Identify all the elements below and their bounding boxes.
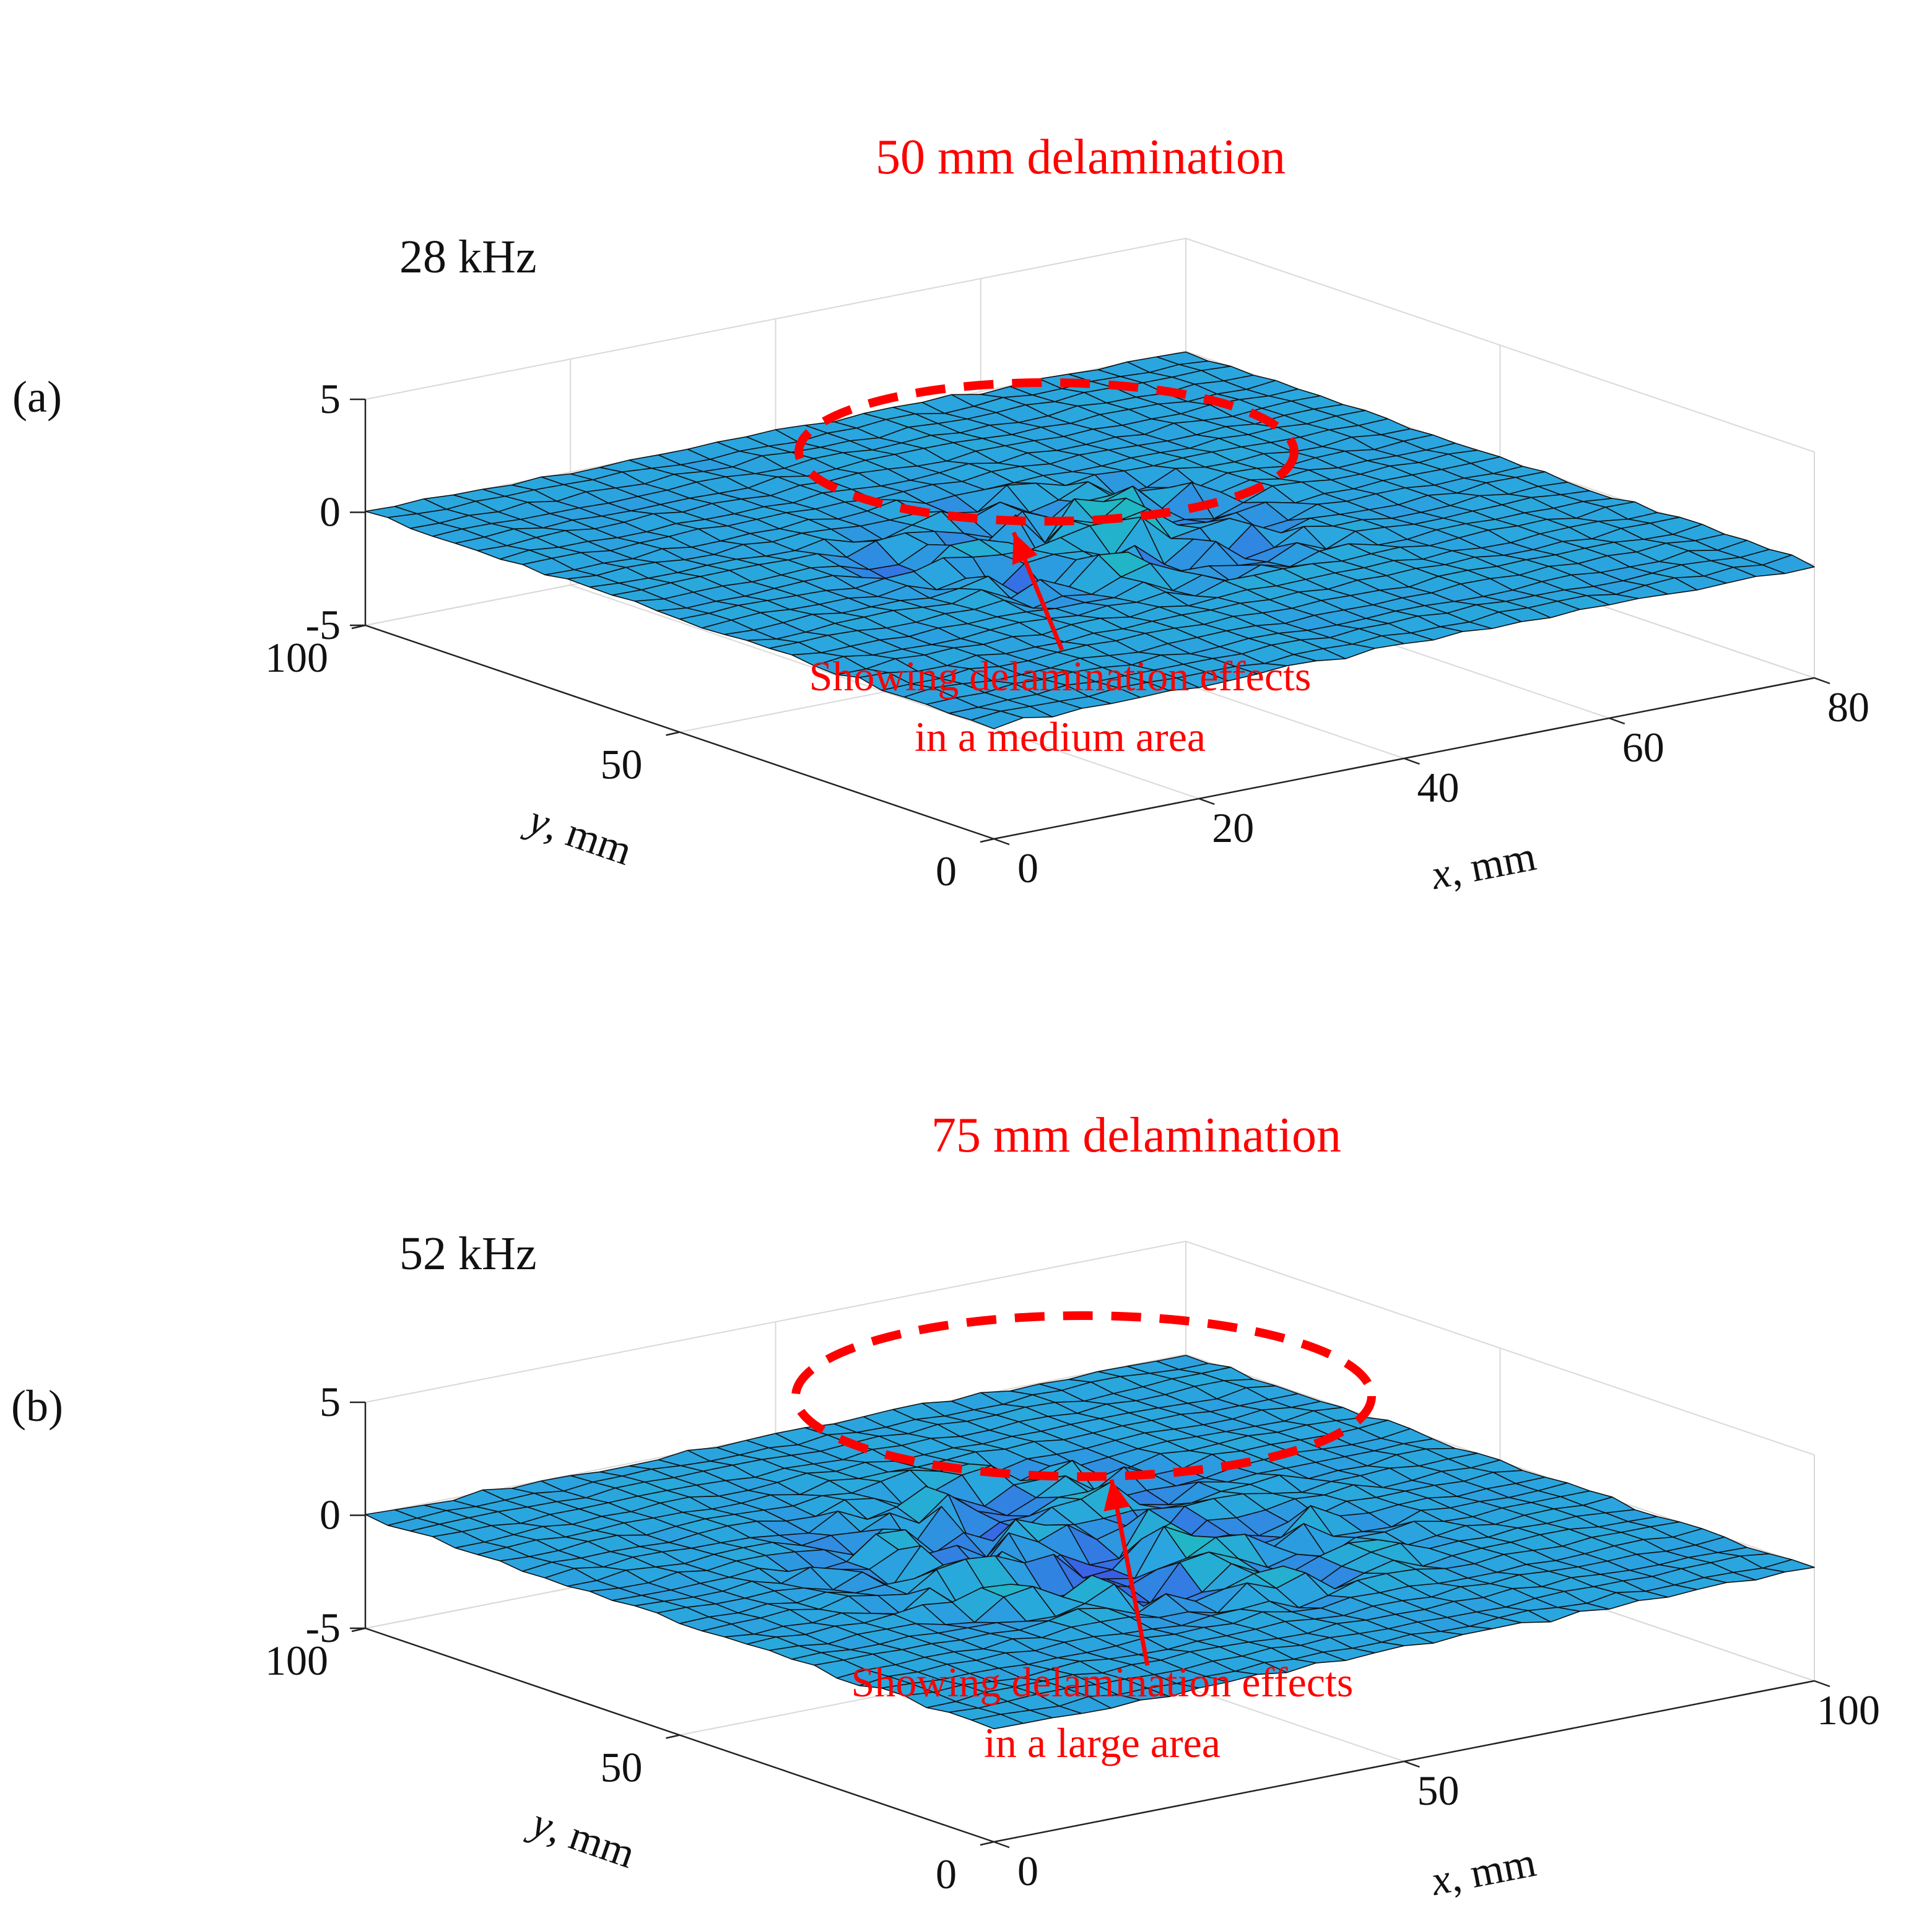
frequency-label: 28 kHz xyxy=(399,231,537,283)
y-axis-label: y, mm xyxy=(520,794,638,874)
x-tick xyxy=(1609,717,1625,725)
z-tick-label: 0 xyxy=(320,1491,341,1538)
annotation-arrow xyxy=(1109,1479,1150,1666)
y-axis-label: y, mm xyxy=(523,1797,641,1877)
surface-mesh xyxy=(365,351,1815,729)
x-tick xyxy=(1198,797,1215,805)
annotation-text-line: Showing delamination effects xyxy=(809,653,1312,700)
z-tick-label: 0 xyxy=(320,488,341,536)
delamination-region-ellipse xyxy=(791,1311,1376,1481)
x-tick-label: 40 xyxy=(1417,764,1460,811)
z-tick-label: 5 xyxy=(320,1378,341,1425)
annotation-text-line: in a medium area xyxy=(915,713,1206,760)
y-tick-label: 0 xyxy=(936,848,957,895)
x-axis-label: x, mm xyxy=(1427,832,1539,898)
x-tick xyxy=(993,1841,1010,1849)
y-tick-label: 0 xyxy=(936,1851,957,1898)
x-tick-label: 0 xyxy=(1017,844,1038,892)
annotation-text-line: in a large area xyxy=(984,1719,1221,1766)
y-tick xyxy=(980,838,994,843)
z-tick-label: -5 xyxy=(305,601,341,648)
x-tick-label: 80 xyxy=(1827,683,1869,731)
y-tick-label: 50 xyxy=(601,741,643,788)
surface-panel-a: 0 20 40 60 80 0 50 100-5 0 5 x, mm y, mm (a) 28 kHz 50… xyxy=(12,130,1869,898)
delamination-title: 50 mm delamination xyxy=(876,130,1286,184)
y-tick-label: 100 xyxy=(265,634,328,681)
surface-patch xyxy=(970,710,1024,729)
x-tick xyxy=(1404,1760,1420,1768)
delamination-title: 75 mm delamination xyxy=(931,1108,1341,1163)
x-tick xyxy=(993,838,1010,846)
panel-label: (b) xyxy=(11,1381,63,1431)
surface-patch xyxy=(970,1714,1024,1730)
y-tick-label: 100 xyxy=(265,1637,328,1684)
z-tick-label: -5 xyxy=(305,1604,341,1651)
x-tick-label: 20 xyxy=(1212,804,1254,851)
z-tick-label: 5 xyxy=(320,375,341,422)
x-tick-label: 60 xyxy=(1622,724,1664,771)
y-tick xyxy=(666,1734,680,1739)
x-tick-label: 0 xyxy=(1017,1847,1038,1894)
x-tick xyxy=(1814,677,1830,685)
panel-label: (a) xyxy=(12,372,62,422)
y-tick xyxy=(980,1841,994,1846)
x-tick-label: 100 xyxy=(1817,1686,1880,1734)
x-tick xyxy=(1404,757,1420,765)
frequency-label: 52 kHz xyxy=(399,1228,537,1280)
x-tick xyxy=(1814,1680,1830,1688)
annotation-arrowhead xyxy=(1103,1480,1131,1512)
axes-lines xyxy=(350,1401,1830,1849)
annotation-text-line: Showing delamination effects xyxy=(851,1659,1354,1706)
y-tick xyxy=(666,731,680,736)
axes-lines xyxy=(350,398,1830,846)
y-tick-label: 50 xyxy=(601,1744,643,1791)
annotation-arrowhead xyxy=(1012,532,1038,565)
delamination-region-ellipse xyxy=(794,378,1299,526)
x-tick-label: 50 xyxy=(1417,1767,1460,1814)
x-axis-label: x, mm xyxy=(1427,1838,1539,1904)
